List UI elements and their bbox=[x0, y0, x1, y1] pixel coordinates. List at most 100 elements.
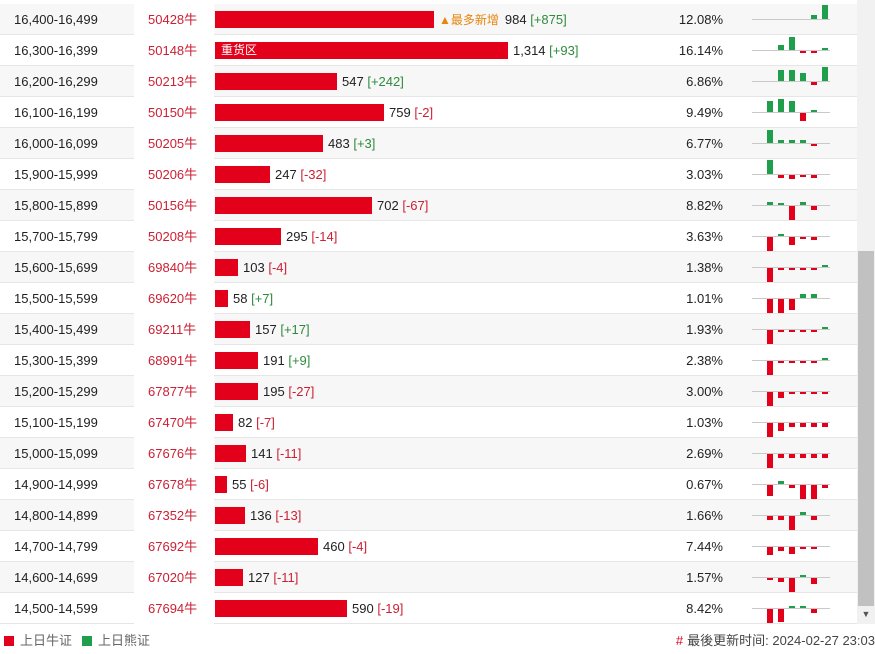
volume-bar-wrapper bbox=[215, 197, 372, 214]
sparkline-bar bbox=[767, 299, 773, 313]
volume-number: 191 bbox=[263, 353, 285, 368]
table-row: 15,700-15,799 50208牛 295 [-14] 3.63% bbox=[0, 221, 857, 252]
warrant-code-link[interactable]: 67676牛 bbox=[148, 446, 198, 461]
volume-bar-wrapper bbox=[215, 135, 323, 152]
sparkline-bar bbox=[811, 206, 817, 210]
sparkline-bar bbox=[767, 361, 773, 375]
sparkline-baseline bbox=[752, 453, 830, 454]
sparkline-bar bbox=[789, 330, 795, 332]
warrant-code-link[interactable]: 50205牛 bbox=[148, 136, 198, 151]
warrant-code-link[interactable]: 50213牛 bbox=[148, 74, 198, 89]
trend-sparkline bbox=[752, 345, 830, 376]
sparkline-bar bbox=[800, 512, 806, 515]
volume-bar bbox=[215, 321, 250, 338]
scrollbar-thumb[interactable] bbox=[858, 251, 874, 606]
volume-change: [-11] bbox=[276, 446, 302, 461]
sparkline-baseline bbox=[752, 81, 830, 82]
footer: 上日牛证 上日熊证 # 最後更新时间: 2024-02-27 23:03 bbox=[0, 628, 875, 654]
table-row: 14,600-14,699 67020牛 127 [-11] 1.57% bbox=[0, 562, 857, 593]
sparkline-bar bbox=[778, 516, 784, 520]
warrant-code-link[interactable]: 68991牛 bbox=[148, 353, 198, 368]
warrant-code-link[interactable]: 67020牛 bbox=[148, 570, 198, 585]
sparkline-bar bbox=[811, 82, 817, 85]
volume-bar-wrapper bbox=[215, 414, 233, 431]
trend-sparkline bbox=[752, 438, 830, 469]
warrant-code-link[interactable]: 67470牛 bbox=[148, 415, 198, 430]
volume-bar-wrapper bbox=[215, 166, 270, 183]
sparkline-bar bbox=[778, 454, 784, 458]
sparkline-baseline bbox=[752, 267, 830, 268]
volume-change: [-14] bbox=[311, 229, 338, 244]
volume-change-value: +7 bbox=[254, 291, 270, 306]
volume-bar-wrapper bbox=[215, 600, 347, 617]
sparkline-baseline bbox=[752, 608, 830, 609]
volume-number: 759 bbox=[389, 105, 411, 120]
volume-change-value: -4 bbox=[351, 539, 364, 554]
volume-number: 590 bbox=[352, 601, 374, 616]
sparkline-bar bbox=[811, 330, 817, 332]
volume-bar bbox=[215, 73, 337, 90]
sparkline-bar bbox=[789, 454, 795, 458]
sparkline-baseline bbox=[752, 236, 830, 237]
percent-share: 0.67% bbox=[686, 477, 723, 492]
sparkline-bar bbox=[778, 578, 784, 582]
table-row: 15,500-15,599 69620牛 58 [+7] 1.01% bbox=[0, 283, 857, 314]
warrant-code-link[interactable]: 50208牛 bbox=[148, 229, 198, 244]
warrant-code-link[interactable]: 69840牛 bbox=[148, 260, 198, 275]
sparkline-bar bbox=[811, 268, 817, 270]
volume-bar-wrapper bbox=[215, 11, 434, 28]
warrant-code-link[interactable]: 67352牛 bbox=[148, 508, 198, 523]
sparkline-bar bbox=[767, 578, 773, 580]
trend-sparkline bbox=[752, 500, 830, 531]
table-row: 16,300-16,399 50148牛 重货区 1,314 [+93] 16.14% bbox=[0, 35, 857, 66]
volume-number: 141 bbox=[251, 446, 273, 461]
volume-value: 136 [-13] bbox=[250, 500, 301, 531]
sparkline-bar bbox=[789, 101, 795, 112]
last-updated-time: 2024-02-27 23:03 bbox=[772, 633, 875, 648]
warrant-code-link[interactable]: 67678牛 bbox=[148, 477, 198, 492]
warrant-code-link[interactable]: 50156牛 bbox=[148, 198, 198, 213]
sparkline-bar bbox=[811, 423, 817, 427]
table-row: 16,200-16,299 50213牛 547 [+242] 6.86% bbox=[0, 66, 857, 97]
trend-sparkline bbox=[752, 128, 830, 159]
sparkline-bar bbox=[789, 206, 795, 220]
warrant-code-link[interactable]: 67694牛 bbox=[148, 601, 198, 616]
warrant-code-link[interactable]: 69211牛 bbox=[148, 322, 197, 337]
percent-share: 1.38% bbox=[686, 260, 723, 275]
sparkline-baseline bbox=[752, 577, 830, 578]
sparkline-baseline bbox=[752, 546, 830, 547]
sparkline-bar bbox=[778, 481, 784, 484]
warrant-code-link[interactable]: 50428牛 bbox=[148, 12, 198, 27]
volume-change: [+3] bbox=[353, 136, 376, 151]
code-cell bbox=[134, 562, 214, 593]
trend-sparkline bbox=[752, 593, 830, 624]
warrant-code-link[interactable]: 67877牛 bbox=[148, 384, 198, 399]
sparkline-bar bbox=[778, 268, 784, 270]
sparkline-bar bbox=[767, 609, 773, 623]
sparkline-bar bbox=[789, 516, 795, 530]
warrant-code-link[interactable]: 50206牛 bbox=[148, 167, 198, 182]
percent-share: 6.77% bbox=[686, 136, 723, 151]
sparkline-bar bbox=[789, 299, 795, 310]
sparkline-bar bbox=[811, 361, 817, 363]
scroll-down-arrow-icon[interactable]: ▼ bbox=[861, 609, 871, 619]
volume-bar-wrapper bbox=[215, 228, 281, 245]
warrant-code-link[interactable]: 50150牛 bbox=[148, 105, 198, 120]
sparkline-bar bbox=[767, 392, 773, 406]
code-cell bbox=[134, 407, 214, 438]
warrant-code-link[interactable]: 50148牛 bbox=[148, 43, 198, 58]
volume-change-value: -13 bbox=[278, 508, 298, 523]
volume-change-value: -2 bbox=[417, 105, 430, 120]
warrant-code-link[interactable]: 69620牛 bbox=[148, 291, 198, 306]
percent-share: 3.63% bbox=[686, 229, 723, 244]
warrant-code-link[interactable]: 67692牛 bbox=[148, 539, 198, 554]
sparkline-bar bbox=[800, 140, 806, 143]
trend-sparkline bbox=[752, 190, 830, 221]
percent-share: 8.42% bbox=[686, 601, 723, 616]
sparkline-bar bbox=[811, 15, 817, 19]
sparkline-baseline bbox=[752, 422, 830, 423]
table-row: 15,300-15,399 68991牛 191 [+9] 2.38% bbox=[0, 345, 857, 376]
sparkline-bar bbox=[822, 392, 828, 394]
volume-value: 127 [-11] bbox=[248, 562, 298, 593]
vertical-scrollbar[interactable]: ▼ bbox=[857, 0, 875, 624]
